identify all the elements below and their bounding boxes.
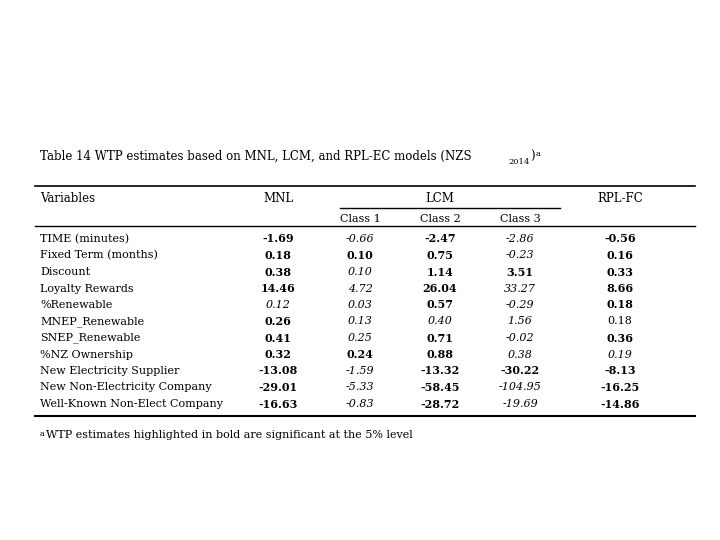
Text: -104.95: -104.95 — [498, 382, 541, 393]
Text: TIME (minutes): TIME (minutes) — [40, 234, 129, 244]
Text: Class 2: Class 2 — [420, 214, 460, 224]
Text: Table 14 WTP estimates based on MNL, LCM, and RPL-EC models (NZS: Table 14 WTP estimates based on MNL, LCM… — [40, 150, 472, 163]
Text: Discount: Discount — [40, 267, 90, 277]
Text: 0.40: 0.40 — [428, 316, 452, 327]
Text: Class 3: Class 3 — [500, 214, 541, 224]
Text: -0.23: -0.23 — [505, 251, 534, 260]
Text: ): ) — [530, 150, 535, 163]
Text: 0.41: 0.41 — [264, 333, 292, 343]
Text: MNL: MNL — [263, 192, 293, 206]
Text: 1.56: 1.56 — [508, 316, 532, 327]
Text: 4.72: 4.72 — [348, 284, 372, 294]
Text: 0.88: 0.88 — [426, 349, 454, 360]
Text: 14.46: 14.46 — [261, 283, 295, 294]
Text: 0.38: 0.38 — [264, 267, 292, 278]
Text: 0.57: 0.57 — [426, 300, 454, 310]
Text: 26.04: 26.04 — [423, 283, 457, 294]
Text: -0.56: -0.56 — [604, 233, 636, 245]
Text: MNEP_Renewable: MNEP_Renewable — [40, 316, 144, 327]
Text: -13.08: -13.08 — [258, 366, 297, 376]
Text: -13.32: -13.32 — [420, 366, 459, 376]
Text: 0.18: 0.18 — [606, 300, 634, 310]
Text: 1.14: 1.14 — [426, 267, 454, 278]
Text: Class 1: Class 1 — [340, 214, 380, 224]
Text: 0.12: 0.12 — [266, 300, 290, 310]
Text: -0.83: -0.83 — [346, 399, 374, 409]
Text: 0.18: 0.18 — [264, 250, 292, 261]
Text: -2.47: -2.47 — [424, 233, 456, 245]
Text: -14.86: -14.86 — [600, 399, 639, 409]
Text: 0.36: 0.36 — [606, 333, 634, 343]
Text: New Electricity Supplier: New Electricity Supplier — [40, 366, 179, 376]
Text: 0.32: 0.32 — [264, 349, 292, 360]
Text: 0.19: 0.19 — [608, 349, 632, 360]
Text: New Non-Electricity Company: New Non-Electricity Company — [40, 382, 212, 393]
Text: 0.18: 0.18 — [608, 316, 632, 327]
Text: -28.72: -28.72 — [420, 399, 459, 409]
Text: %NZ Ownership: %NZ Ownership — [40, 349, 133, 360]
Text: -0.66: -0.66 — [346, 234, 374, 244]
Text: 0.10: 0.10 — [346, 250, 374, 261]
Text: -16.25: -16.25 — [600, 382, 639, 393]
Text: WTP estimates highlighted in bold are significant at the 5% level: WTP estimates highlighted in bold are si… — [46, 430, 413, 441]
Text: 0.26: 0.26 — [264, 316, 292, 327]
Text: -1.69: -1.69 — [262, 233, 294, 245]
Text: -1.59: -1.59 — [346, 366, 374, 376]
Text: 0.16: 0.16 — [606, 250, 634, 261]
Text: Fixed Term (months): Fixed Term (months) — [40, 251, 158, 261]
Text: 2014: 2014 — [508, 158, 529, 166]
Text: 33.27: 33.27 — [504, 284, 536, 294]
Text: -29.01: -29.01 — [258, 382, 297, 393]
Text: Well-Known Non-Elect Company: Well-Known Non-Elect Company — [40, 399, 223, 409]
Text: %Renewable: %Renewable — [40, 300, 112, 310]
Text: Variables: Variables — [40, 192, 95, 206]
Text: 0.38: 0.38 — [508, 349, 532, 360]
Text: SNEP_Renewable: SNEP_Renewable — [40, 333, 140, 343]
Text: LCM: LCM — [426, 192, 454, 206]
Text: Loyalty Rewards: Loyalty Rewards — [40, 284, 134, 294]
Text: 0.71: 0.71 — [426, 333, 454, 343]
Text: a: a — [40, 429, 45, 437]
Text: -58.45: -58.45 — [420, 382, 460, 393]
Text: 0.10: 0.10 — [348, 267, 372, 277]
Text: -0.29: -0.29 — [505, 300, 534, 310]
Text: -30.22: -30.22 — [500, 366, 539, 376]
Text: -5.33: -5.33 — [346, 382, 374, 393]
Text: 0.33: 0.33 — [606, 267, 634, 278]
Text: 0.24: 0.24 — [346, 349, 374, 360]
Text: 0.03: 0.03 — [348, 300, 372, 310]
Text: -19.69: -19.69 — [502, 399, 538, 409]
Text: a: a — [536, 150, 541, 158]
Text: RPL-FC: RPL-FC — [597, 192, 643, 206]
Text: 19/20: Topic 5.1 – Modeling Stated Preference Data: 19/20: Topic 5.1 – Modeling Stated Prefe… — [7, 10, 368, 23]
Text: 0.25: 0.25 — [348, 333, 372, 343]
Text: -2.86: -2.86 — [505, 234, 534, 244]
Text: 0.13: 0.13 — [348, 316, 372, 327]
Text: 8.66: 8.66 — [606, 283, 634, 294]
Text: 0.75: 0.75 — [426, 250, 454, 261]
Text: -16.63: -16.63 — [258, 399, 297, 409]
Text: -0.02: -0.02 — [505, 333, 534, 343]
Text: -8.13: -8.13 — [604, 366, 636, 376]
Text: 3.51: 3.51 — [506, 267, 534, 278]
